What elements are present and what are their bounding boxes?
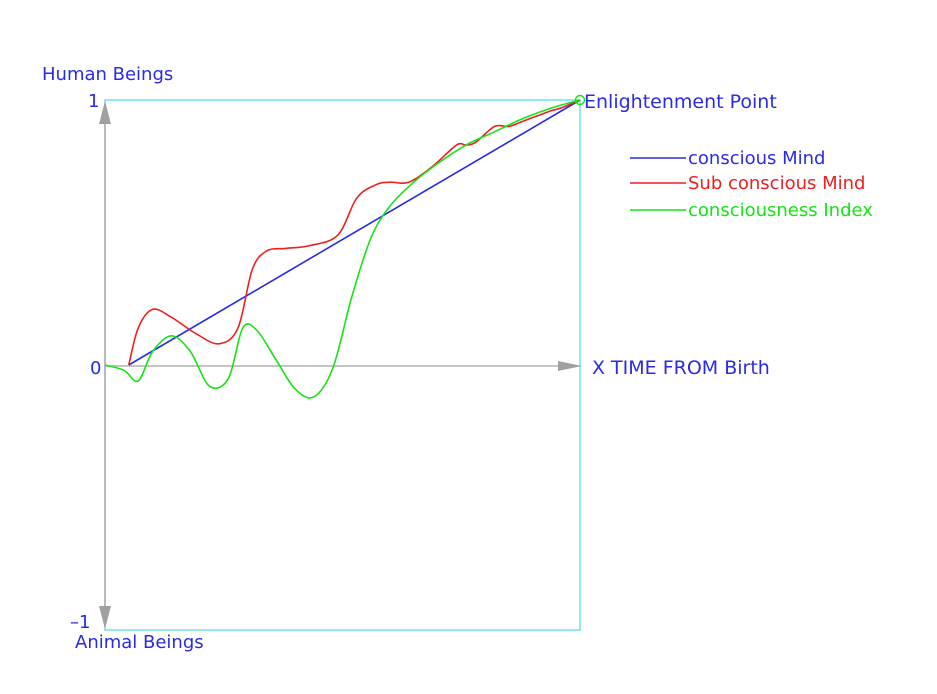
y-axis-arrow-down <box>99 606 111 629</box>
legend: conscious Mind Sub conscious Mind consci… <box>630 148 873 221</box>
y-axis-arrow-up <box>99 101 111 124</box>
series-layer <box>104 99 581 399</box>
x-axis-arrow <box>558 361 582 371</box>
axes <box>99 101 582 629</box>
legend-item-consciousness-index: consciousness Index <box>630 200 873 221</box>
series-line-conscious-mind <box>128 99 581 366</box>
plot-frame <box>104 99 581 631</box>
series-line-consciousness-index <box>104 99 581 399</box>
y-tick-label-0: 0 <box>90 358 101 379</box>
legend-label-consciousness-index: consciousness Index <box>688 200 873 221</box>
enlightenment-point-marker <box>574 94 586 106</box>
legend-label-sub-conscious-mind: Sub conscious Mind <box>688 173 865 194</box>
legend-label-conscious-mind: conscious Mind <box>688 148 825 169</box>
y-top-label: Human Beings <box>42 64 173 85</box>
legend-item-conscious-mind: conscious Mind <box>630 148 825 169</box>
x-axis-label: X TIME FROM Birth <box>592 357 770 379</box>
y-bottom-label: Animal Beings <box>75 632 204 653</box>
series-line-sub-conscious-mind <box>127 99 581 366</box>
enlightenment-point-label: Enlightenment Point <box>584 91 777 113</box>
legend-item-sub-conscious-mind: Sub conscious Mind <box>630 173 865 194</box>
y-tick-label-1: 1 <box>88 91 99 112</box>
y-tick-label-minus-1: –1 <box>70 612 90 633</box>
